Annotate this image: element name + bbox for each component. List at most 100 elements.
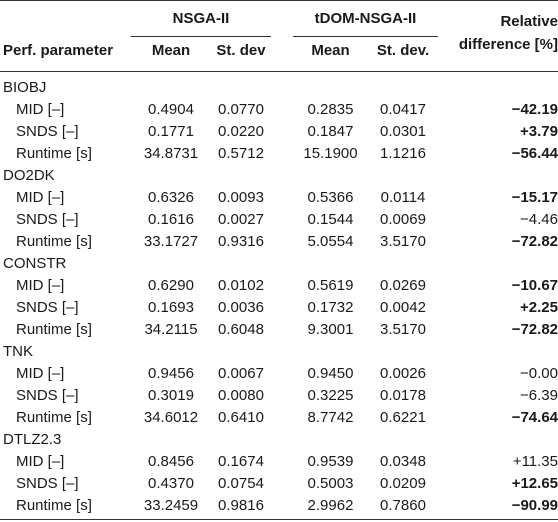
relative-difference-cell: −42.19 bbox=[511, 101, 558, 118]
nsga2-stdev-cell: 0.0093 bbox=[218, 189, 264, 206]
group-name: DTLZ2.3 bbox=[3, 431, 62, 448]
nsga2-mean-cell: 0.9456 bbox=[148, 365, 194, 382]
relative-difference-cell: −74.64 bbox=[511, 409, 558, 426]
param-name: Runtime [s] bbox=[16, 233, 92, 250]
nsga2-header: NSGA-II bbox=[172, 10, 230, 27]
nsga2-header-rule bbox=[131, 36, 271, 37]
nsga2-mean-cell: 0.1616 bbox=[148, 211, 194, 228]
tdom-mean-cell: 0.3225 bbox=[307, 387, 354, 404]
table-row: MID [–] 0.6326 0.0093 0.5366 0.0114 −15.17 bbox=[0, 187, 558, 209]
tdom-mean-cell: 0.9539 bbox=[307, 453, 354, 470]
nsga2-mean-cell: 0.6326 bbox=[148, 189, 194, 206]
nsga2-mean-header: Mean bbox=[151, 42, 191, 59]
relative-difference-cell: +2.25 bbox=[520, 299, 558, 316]
param-name: SNDS [–] bbox=[16, 387, 79, 404]
tdom-mean-cell: 0.9450 bbox=[307, 365, 354, 382]
tdom-stdev-cell: 0.0209 bbox=[380, 475, 426, 492]
group-name: TNK bbox=[3, 343, 33, 360]
nsga2-mean-cell: 0.1771 bbox=[148, 123, 194, 140]
table-group-row: DTLZ2.3 bbox=[0, 429, 558, 451]
param-name: MID [–] bbox=[16, 365, 65, 382]
tdom-stdev-cell: 0.0301 bbox=[380, 123, 426, 140]
group-name: CONSTR bbox=[3, 255, 67, 272]
nsga2-mean-cell: 0.6290 bbox=[148, 277, 194, 294]
nsga2-stdev-cell: 0.5712 bbox=[218, 145, 264, 162]
tdom-stdev-cell: 0.0069 bbox=[380, 211, 426, 228]
tdom-stdev-cell: 0.0042 bbox=[380, 299, 426, 316]
nsga2-mean-cell: 33.2459 bbox=[143, 497, 199, 514]
table-row: Runtime [s] 34.6012 0.6410 8.7742 0.6221 −74.… bbox=[0, 407, 558, 429]
nsga2-mean-cell: 0.3019 bbox=[148, 387, 194, 404]
group-name: BIOBJ bbox=[3, 79, 47, 96]
table-row: MID [–] 0.9456 0.0067 0.9450 0.0026 −0.00 bbox=[0, 363, 558, 385]
nsga2-stdev-cell: 0.0067 bbox=[218, 365, 264, 382]
relative-difference-cell: −90.99 bbox=[511, 497, 558, 514]
tdom-mean-cell: 8.7742 bbox=[307, 409, 354, 426]
param-name: SNDS [–] bbox=[16, 123, 79, 140]
param-name: SNDS [–] bbox=[16, 475, 79, 492]
param-name: MID [–] bbox=[16, 101, 65, 118]
param-name: Runtime [s] bbox=[16, 145, 92, 162]
param-name: Runtime [s] bbox=[16, 497, 92, 514]
table-row: SNDS [–] 0.3019 0.0080 0.3225 0.0178 −6.39 bbox=[0, 385, 558, 407]
table-row: Runtime [s] 33.2459 0.9816 2.9962 0.7860 −90.… bbox=[0, 495, 558, 517]
table-row: Runtime [s] 33.1727 0.9316 5.0554 3.5170 −72.… bbox=[0, 231, 558, 253]
table-row: Runtime [s] 34.8731 0.5712 15.1900 1.1216 −56… bbox=[0, 143, 558, 165]
nsga2-stdev-cell: 0.0102 bbox=[218, 277, 264, 294]
relative-difference-cell: −72.82 bbox=[511, 321, 558, 338]
nsga2-mean-cell: 0.4370 bbox=[148, 475, 194, 492]
tdom-mean-header: Mean bbox=[311, 42, 350, 59]
nsga2-stdev-cell: 0.0036 bbox=[218, 299, 264, 316]
relative-difference-cell: −4.46 bbox=[520, 211, 558, 228]
tdom-stdev-cell: 0.0114 bbox=[380, 189, 426, 206]
table-row: SNDS [–] 0.1616 0.0027 0.1544 0.0069 −4.46 bbox=[0, 209, 558, 231]
table-group-row: BIOBJ bbox=[0, 77, 558, 99]
tdom-stdev-cell: 0.7860 bbox=[380, 497, 426, 514]
nsga2-stdev-cell: 0.6048 bbox=[218, 321, 264, 338]
tdom-stdev-cell: 0.0417 bbox=[380, 101, 426, 118]
param-name: Runtime [s] bbox=[16, 409, 92, 426]
tdom-stdev-cell: 3.5170 bbox=[380, 321, 426, 338]
table-row: Runtime [s] 34.2115 0.6048 9.3001 3.5170 −72.… bbox=[0, 319, 558, 341]
relative-difference-cell: −10.67 bbox=[511, 277, 558, 294]
table-row: MID [–] 0.4904 0.0770 0.2835 0.0417 −42.19 bbox=[0, 99, 558, 121]
tdom-header-rule bbox=[293, 36, 438, 37]
param-name: MID [–] bbox=[16, 277, 65, 294]
tdom-mean-cell: 15.1900 bbox=[303, 145, 358, 162]
param-name: SNDS [–] bbox=[16, 211, 79, 228]
table-row: MID [–] 0.6290 0.0102 0.5619 0.0269 −10.67 bbox=[0, 275, 558, 297]
tdom-stdev-cell: 0.6221 bbox=[380, 409, 426, 426]
nsga2-stdev-cell: 0.0027 bbox=[218, 211, 264, 228]
param-name: SNDS [–] bbox=[16, 299, 79, 316]
table-group-row: TNK bbox=[0, 341, 558, 363]
tdom-mean-cell: 9.3001 bbox=[307, 321, 354, 338]
relative-difference-cell: −72.82 bbox=[511, 233, 558, 250]
tdom-mean-cell: 0.1544 bbox=[307, 211, 354, 228]
group-name: DO2DK bbox=[3, 167, 55, 184]
table-group-row: CONSTR bbox=[0, 253, 558, 275]
top-rule bbox=[0, 0, 558, 1]
table-row: MID [–] 0.8456 0.1674 0.9539 0.0348 +11.35 bbox=[0, 451, 558, 473]
nsga2-stdev-cell: 0.0770 bbox=[218, 101, 264, 118]
bottom-rule bbox=[0, 519, 558, 520]
tdom-stdev-header: St. dev. bbox=[376, 42, 430, 59]
header-rule bbox=[0, 71, 558, 72]
tdom-stdev-cell: 0.0026 bbox=[380, 365, 426, 382]
nsga2-mean-cell: 33.1727 bbox=[143, 233, 199, 250]
nsga2-stdev-cell: 0.0220 bbox=[218, 123, 264, 140]
tdom-nsga2-header: tDOM-NSGA-II bbox=[314, 10, 417, 27]
relative-difference-cell: +3.79 bbox=[520, 123, 558, 140]
nsga2-mean-cell: 0.1693 bbox=[148, 299, 194, 316]
relative-difference-cell: −15.17 bbox=[511, 189, 558, 206]
nsga2-mean-cell: 34.8731 bbox=[143, 145, 199, 162]
nsga2-stdev-cell: 0.0080 bbox=[218, 387, 264, 404]
nsga2-stdev-cell: 0.0754 bbox=[218, 475, 264, 492]
table-body: BIOBJ MID [–] 0.4904 0.0770 0.2835 0.0417 −42.… bbox=[0, 77, 558, 517]
tdom-mean-cell: 0.2835 bbox=[307, 101, 354, 118]
nsga2-stdev-cell: 0.9316 bbox=[218, 233, 264, 250]
relative-difference-cell: +11.35 bbox=[512, 453, 558, 470]
param-name: MID [–] bbox=[16, 453, 65, 470]
param-name: Runtime [s] bbox=[16, 321, 92, 338]
relative-difference-cell: −6.39 bbox=[520, 387, 558, 404]
tdom-mean-cell: 0.1732 bbox=[307, 299, 354, 316]
